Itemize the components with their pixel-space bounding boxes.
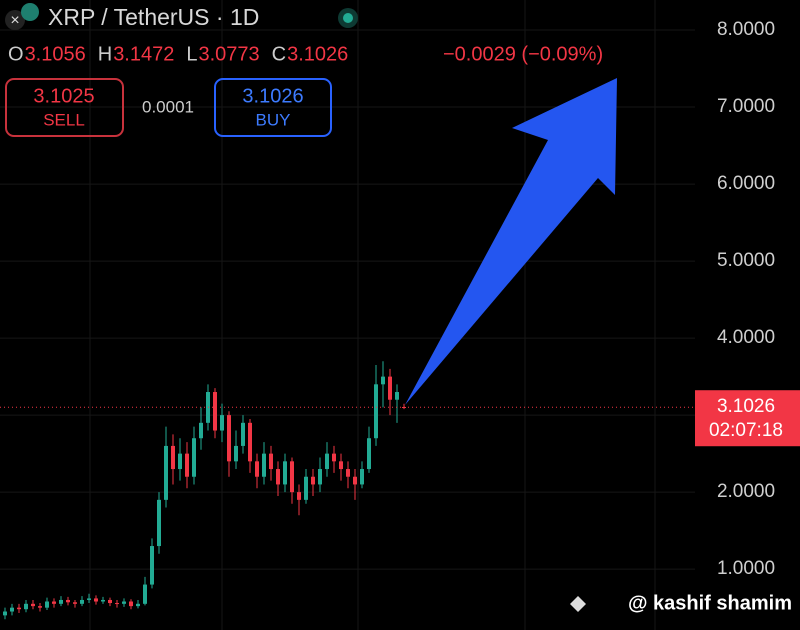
candle-body — [143, 584, 147, 604]
candle-body — [94, 598, 98, 602]
candle-body — [262, 453, 266, 477]
candle-body — [234, 445, 238, 462]
ohlc-letter: H — [98, 43, 112, 65]
candle-body — [80, 599, 84, 604]
candle-body — [150, 546, 154, 585]
close-icon[interactable]: × — [10, 12, 19, 29]
buy-button[interactable] — [214, 78, 332, 137]
spread: 0.0001 — [142, 97, 194, 116]
sell-label[interactable]: SELL — [43, 110, 85, 129]
candle-body — [381, 376, 385, 385]
y-tick-label: 6.0000 — [717, 173, 775, 194]
y-tick-label: 5.0000 — [717, 250, 775, 271]
candle-body — [115, 603, 119, 605]
candle-body — [241, 422, 245, 446]
candle-body — [395, 392, 399, 400]
candle-body — [339, 461, 343, 470]
candle-body — [374, 384, 378, 439]
y-tick-label: 1.0000 — [717, 558, 775, 579]
candle-body — [3, 611, 7, 616]
candle-body — [185, 453, 189, 477]
y-tick-label: 8.0000 — [717, 19, 775, 40]
candle-body — [346, 469, 350, 477]
candle-body — [10, 607, 14, 612]
ohlc-value: 3.0773 — [198, 43, 259, 65]
candle-body — [45, 601, 49, 608]
candle-body — [87, 598, 91, 600]
ohlc-value: 3.1026 — [287, 43, 348, 65]
candle-body — [59, 599, 63, 604]
candle-body — [122, 601, 126, 604]
last-price-label: 3.1026 — [717, 396, 775, 417]
watermark: @ kashif shamim — [628, 592, 792, 614]
ohlc-value: 3.1472 — [113, 43, 174, 65]
last-price-box — [695, 390, 800, 447]
candle-body — [73, 602, 77, 604]
candle-body — [220, 415, 224, 431]
candle-body — [297, 492, 301, 500]
candles — [3, 361, 406, 620]
grid — [0, 0, 695, 630]
buy-price[interactable]: 3.1026 — [242, 85, 303, 107]
change: −0.0029 (−0.09%) — [443, 43, 603, 65]
candle-body — [199, 422, 203, 439]
candle-body — [325, 453, 329, 470]
pair-title: XRP / TetherUS · 1D — [48, 4, 259, 30]
close-button[interactable] — [5, 10, 25, 30]
countdown: 02:07:18 — [709, 420, 783, 441]
candle-body — [388, 376, 392, 400]
candle-body — [311, 476, 315, 485]
candle-body — [31, 603, 35, 607]
candle-body — [304, 476, 308, 500]
ohlc-letter: C — [272, 43, 286, 65]
sell-price[interactable]: 3.1025 — [33, 85, 94, 107]
sell-button[interactable] — [5, 78, 124, 137]
candle-body — [136, 603, 140, 607]
candle-body — [255, 461, 259, 477]
candle-body — [290, 461, 294, 493]
candle-body — [276, 469, 280, 485]
candle-body — [227, 415, 231, 462]
ohlc: O 3.1056 H 3.1472 L 3.0773 C 3.1026 — [8, 43, 348, 65]
candle-body — [318, 469, 322, 485]
candle-body — [353, 476, 357, 485]
candle-body — [66, 599, 70, 603]
status-dot — [343, 13, 353, 23]
ohlc-letter: O — [8, 43, 24, 65]
candle-body — [213, 392, 217, 431]
candle-body — [108, 599, 112, 604]
candle-body — [178, 453, 182, 470]
candle-body — [367, 438, 371, 470]
trend-arrow — [405, 78, 617, 405]
ohlc-value: 3.1056 — [25, 43, 86, 65]
buy-label[interactable]: BUY — [256, 110, 291, 129]
candle-body — [283, 461, 287, 485]
candle-body — [101, 599, 105, 602]
pair-logo — [21, 3, 39, 21]
candle-body — [38, 606, 42, 608]
candle-body — [171, 445, 175, 470]
candle-body — [164, 445, 168, 500]
y-tick-label: 4.0000 — [717, 327, 775, 348]
candle-body — [24, 603, 28, 610]
candle-body — [157, 499, 161, 547]
candle-body — [129, 601, 133, 607]
y-tick-label: 7.0000 — [717, 96, 775, 117]
candle-body — [192, 438, 196, 477]
candle-body — [332, 453, 336, 462]
price-axis: 1.00002.00003.00004.00005.00006.00007.00… — [717, 19, 775, 579]
candle-body — [269, 453, 273, 470]
y-tick-label: 2.0000 — [717, 481, 775, 502]
candle-body — [360, 469, 364, 485]
ohlc-letter: L — [186, 43, 197, 65]
watermark-logo — [570, 596, 586, 612]
candle-body — [248, 422, 252, 462]
candle-body — [52, 601, 56, 604]
candle-body — [17, 607, 21, 610]
